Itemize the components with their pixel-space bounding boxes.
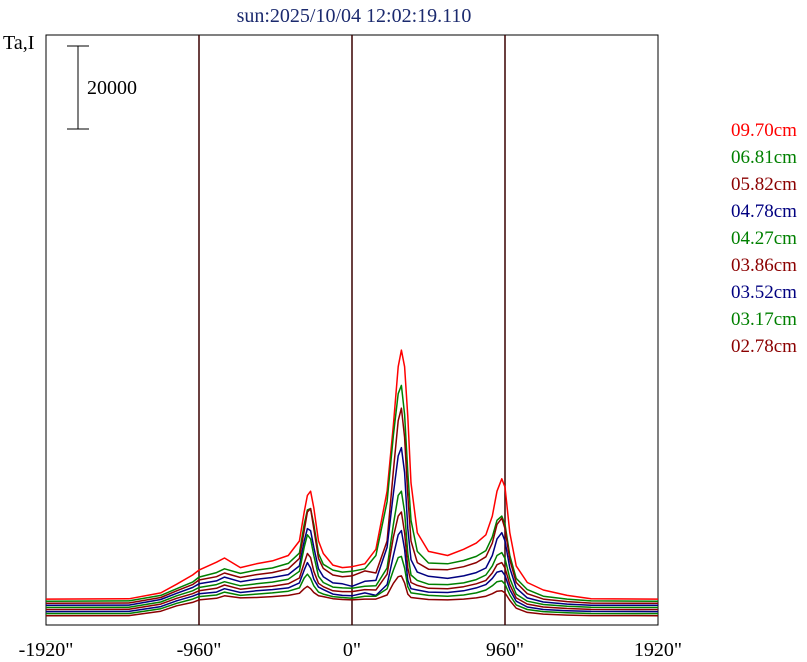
legend-item-8: 02.78cm (731, 336, 797, 357)
x-tick-label-2: 0" (343, 639, 361, 661)
series-line-8 (45, 575, 659, 617)
series-line-2 (45, 407, 659, 605)
vertical-markers (198, 35, 506, 625)
legend-item-4: 04.27cm (731, 228, 797, 249)
series-layer (45, 349, 659, 617)
chart-title: sun:2025/10/04 12:02:19.110 (237, 5, 472, 27)
x-tick-label-3: 960" (486, 639, 524, 661)
series-line-5 (45, 511, 659, 611)
legend-item-7: 03.17cm (731, 309, 797, 330)
scale-bar: 20000 (67, 45, 137, 130)
legend-item-5: 03.86cm (731, 255, 797, 276)
x-tick-label-4: 1920" (634, 639, 682, 661)
legend-item-2: 05.82cm (731, 174, 797, 195)
x-tick-label-0: -1920" (19, 639, 74, 661)
series-line-1 (45, 384, 659, 602)
series-line-7 (45, 555, 659, 615)
y-axis-label: Ta,I (3, 32, 34, 54)
legend: 09.70cm 06.81cm 05.82cm 04.78cm 04.27cm 03.86… (731, 120, 797, 357)
series-line-4 (45, 490, 659, 609)
series-line-0 (45, 349, 659, 600)
legend-item-3: 04.78cm (731, 201, 797, 222)
x-tick-labels: -1920" -960" 0" 960" 1920" (19, 639, 683, 661)
series-line-3 (45, 446, 659, 607)
scale-bar-label: 20000 (87, 77, 137, 99)
legend-item-0: 09.70cm (731, 120, 797, 141)
legend-item-1: 06.81cm (731, 147, 797, 168)
legend-item-6: 03.52cm (731, 282, 797, 303)
series-line-6 (45, 529, 659, 613)
x-tick-label-1: -960" (177, 639, 222, 661)
